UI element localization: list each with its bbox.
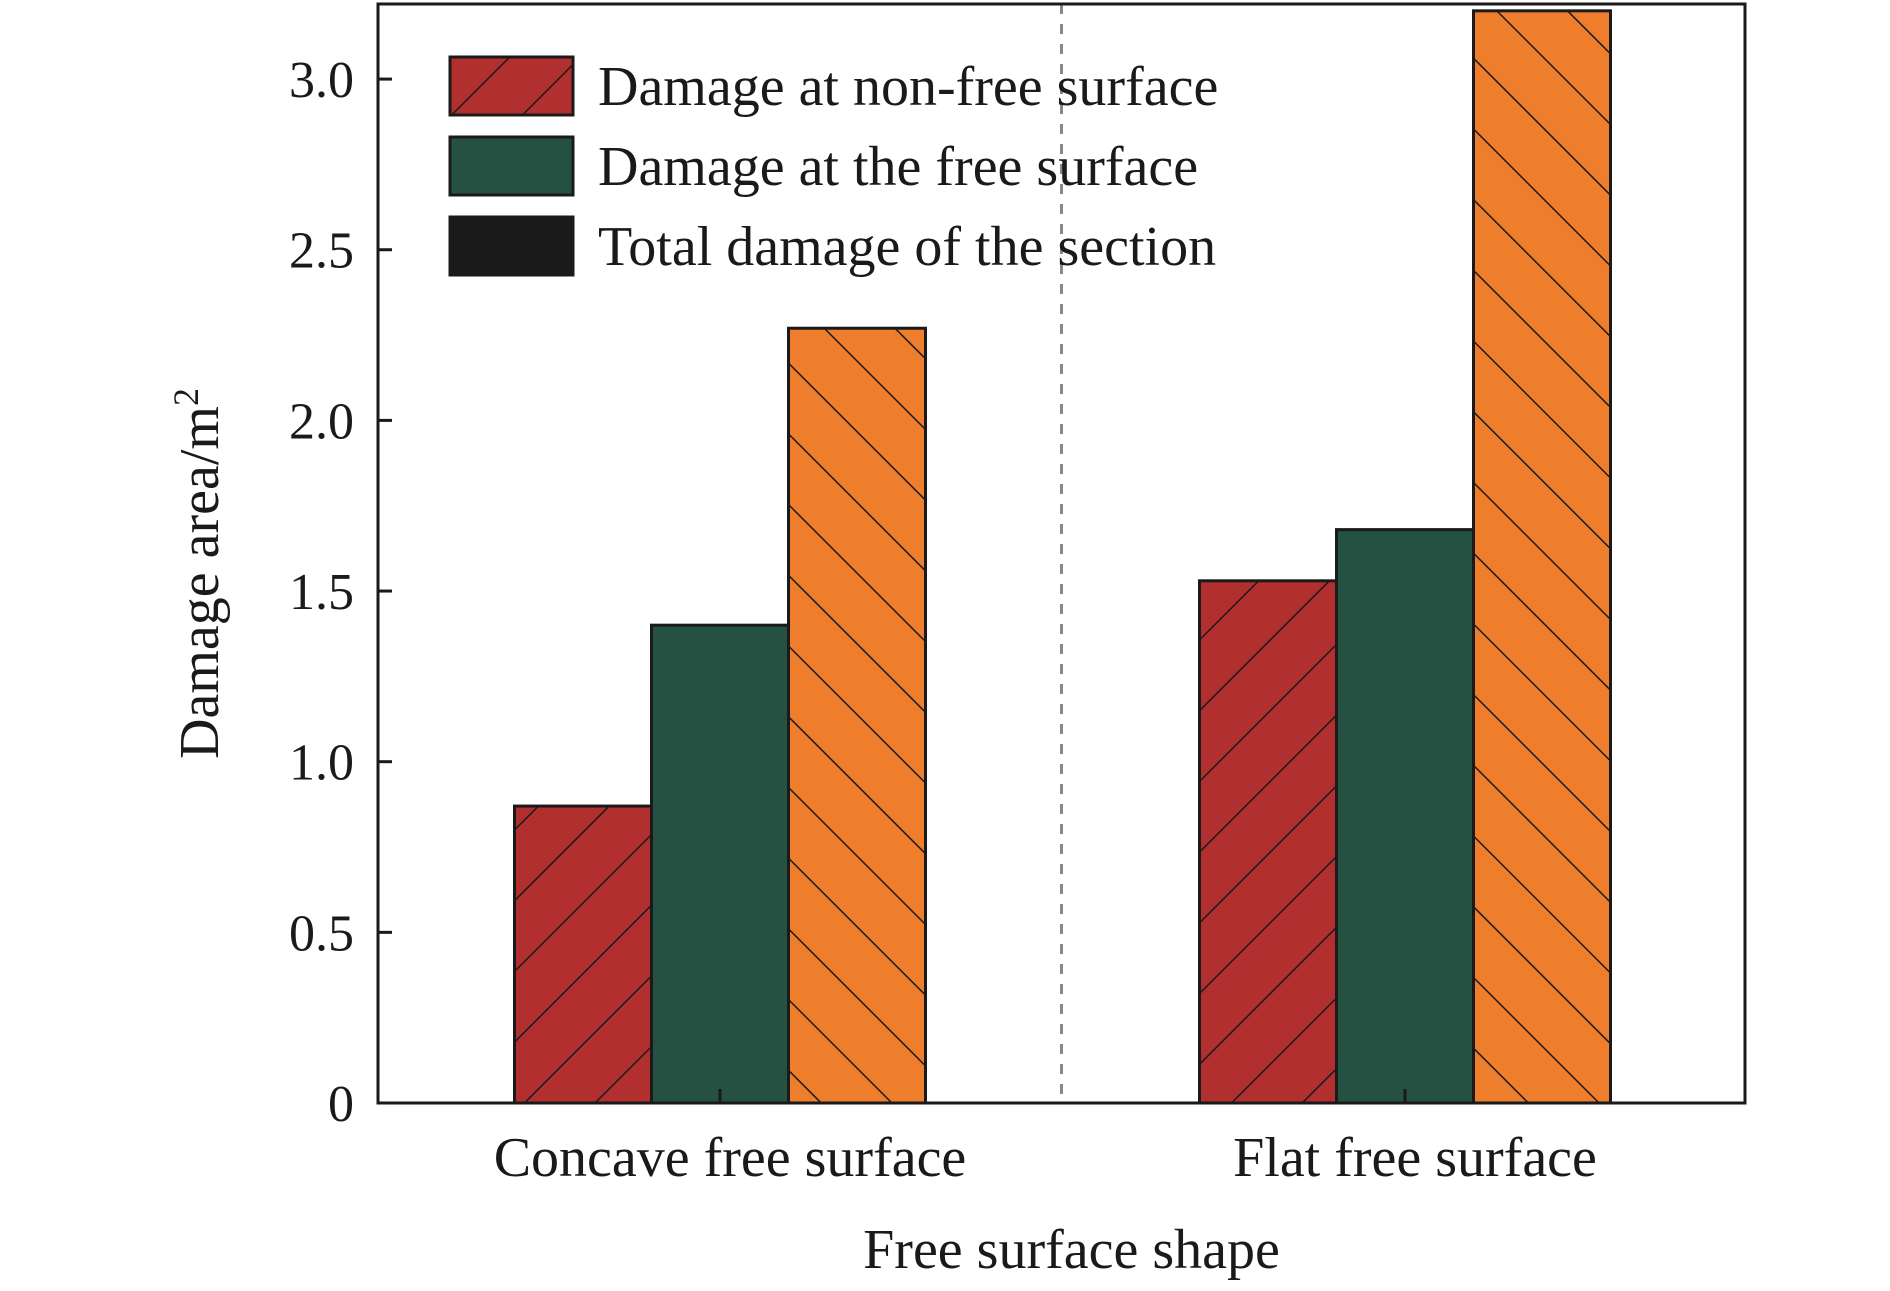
legend-swatch-3 xyxy=(450,217,573,275)
y-tick-label: 2.0 xyxy=(289,393,354,450)
x-axis-title: Free surface shape xyxy=(863,1219,1280,1281)
legend-swatch-outline-2 xyxy=(448,135,575,197)
y-tick-label: 2.5 xyxy=(289,223,354,280)
bar-hatch-1-1 xyxy=(514,806,652,1103)
x-category-label: Flat free surface xyxy=(1233,1127,1597,1189)
legend: Damage at non-free surface Damage at the … xyxy=(448,55,1218,278)
y-axis-title: Damage area/m2 xyxy=(166,388,231,759)
x-axis: Concave free surface Flat free surface xyxy=(494,1089,1597,1189)
legend-swatch-hatch-1 xyxy=(450,57,573,115)
bar-hatch-3-1 xyxy=(788,328,926,1103)
y-tick-label: 0 xyxy=(328,1076,354,1133)
legend-swatch-2 xyxy=(450,137,573,195)
y-tick-label: 1.5 xyxy=(289,564,354,621)
y-tick-label: 1.0 xyxy=(289,735,354,792)
bars-group xyxy=(513,9,1612,1105)
x-category-label: Concave free surface xyxy=(494,1127,967,1189)
legend-label-1: Damage at non-free surface xyxy=(598,56,1218,118)
bar-2-1 xyxy=(651,625,789,1103)
legend-label-2: Damage at the free surface xyxy=(598,136,1198,198)
legend-swatch-outline-3 xyxy=(448,215,575,277)
y-axis-title-text: Damage area/m xyxy=(169,406,231,759)
y-tick-label: 3.0 xyxy=(289,52,354,109)
legend-swatch-outline-1 xyxy=(448,55,575,117)
legend-label-3: Total damage of the section xyxy=(598,216,1216,278)
y-axis-title-superscript: 2 xyxy=(166,388,206,406)
bar-hatch-1-2 xyxy=(1199,580,1337,1103)
y-axis: 0 0.5 1.0 1.5 2.0 2.5 3.0 xyxy=(289,52,392,1133)
y-tick-label: 0.5 xyxy=(289,905,354,962)
bar-hatch-3-2 xyxy=(1473,10,1611,1104)
plot-frame xyxy=(376,2,1747,1105)
bar-2-2 xyxy=(1336,529,1474,1103)
